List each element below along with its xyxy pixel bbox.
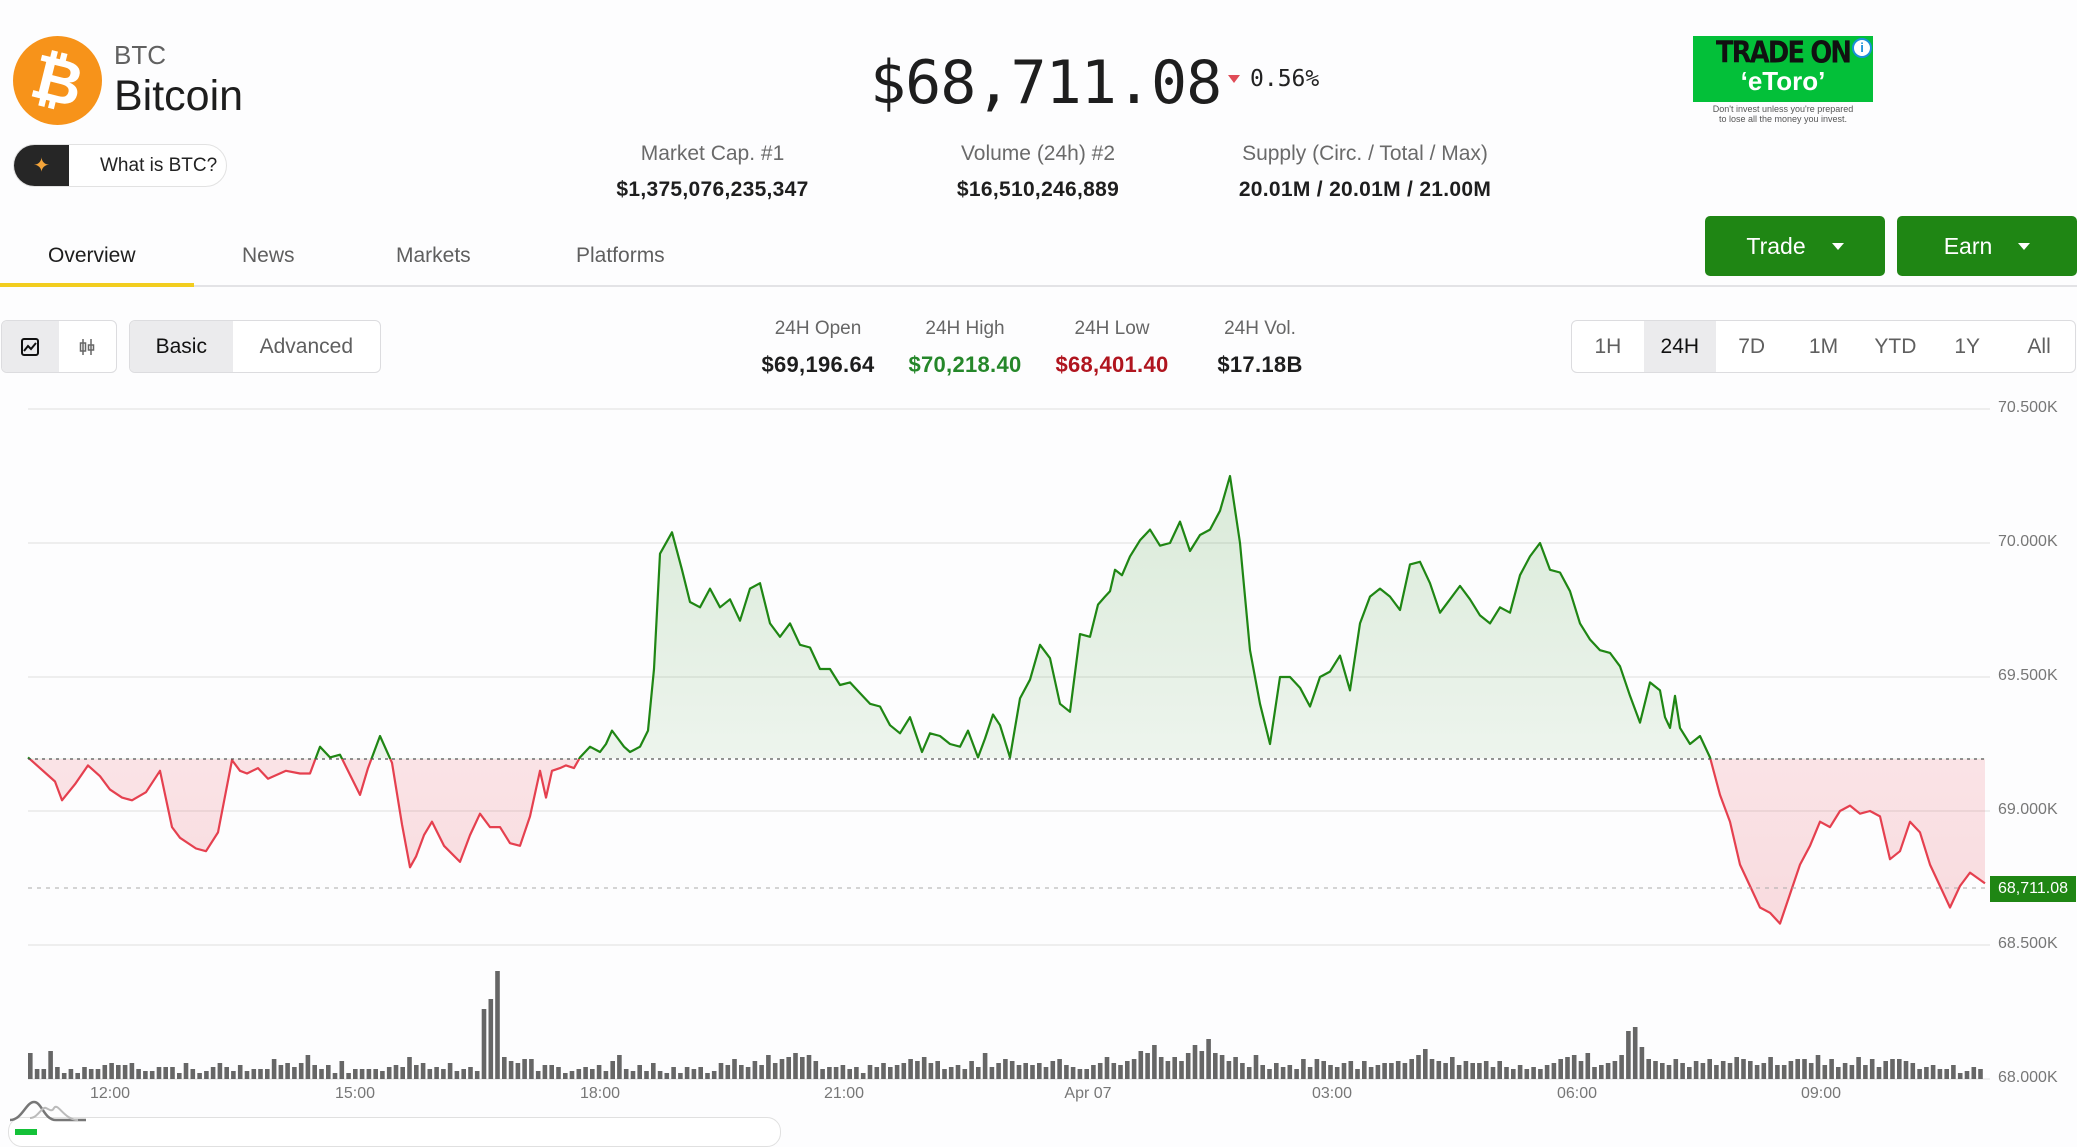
etoro-ad[interactable]: TRADE ON ‘eToro’ i Don't invest unless y… xyxy=(1693,36,1873,126)
ohlc-label: 24H High xyxy=(925,318,1005,339)
mini-chart-icon xyxy=(9,1100,86,1122)
tab-overview[interactable]: Overview xyxy=(48,244,136,267)
tab-platforms[interactable]: Platforms xyxy=(576,244,665,267)
trade-button[interactable]: Trade xyxy=(1705,216,1885,276)
current-price: $68,711.08 xyxy=(870,48,1222,118)
x-tick: 15:00 xyxy=(334,1085,376,1102)
y-tick: 70.000K xyxy=(1998,533,2058,550)
x-tick: 06:00 xyxy=(1556,1085,1598,1102)
price-change: 0.56% xyxy=(1228,66,1319,92)
ad-disclaimer-line: to lose all the money you invest. xyxy=(1718,114,1848,124)
ohlc-value: $70,218.40 xyxy=(908,352,1022,377)
current-price-tag: 68,711.08 xyxy=(1990,876,2076,902)
time-range-selector: 1H 24H 7D 1M YTD 1Y All xyxy=(1571,320,2076,373)
sparkle-icon: ✦ xyxy=(14,145,69,186)
stat-volume: Volume (24h) #2 $16,510,246,889 xyxy=(920,142,1156,202)
ad-disclaimer: Don't invest unless you're prepared to l… xyxy=(1693,104,1873,124)
y-tick: 69.000K xyxy=(1998,801,2058,818)
trade-label: Trade xyxy=(1746,232,1806,259)
y-tick: 68.000K xyxy=(1998,1069,2058,1086)
chevron-down-icon xyxy=(1831,242,1844,250)
what-is-btc-button[interactable]: ✦ What is BTC? xyxy=(13,144,227,187)
x-tick: 21:00 xyxy=(823,1085,865,1102)
coin-name: Bitcoin xyxy=(114,72,244,120)
stat-market-cap: Market Cap. #1 $1,375,076,235,347 xyxy=(590,142,835,202)
active-tab-indicator xyxy=(0,283,194,287)
green-badge xyxy=(15,1129,37,1135)
x-tick: 12:00 xyxy=(89,1085,131,1102)
x-tick: Apr 07 xyxy=(1064,1085,1112,1102)
earn-button[interactable]: Earn xyxy=(1897,216,2077,276)
tab-markets[interactable]: Markets xyxy=(396,244,471,267)
line-chart-icon xyxy=(21,337,40,356)
stat-supply: Supply (Circ. / Total / Max) 20.01M / 20… xyxy=(1215,142,1515,202)
ad-headline: TRADE ON xyxy=(1715,35,1852,71)
x-tick: 09:00 xyxy=(1800,1085,1842,1102)
ohlc-open: 24H Open $69,196.64 xyxy=(748,318,888,378)
range-1m[interactable]: 1M xyxy=(1808,334,1839,358)
ohlc-value: $17.18B xyxy=(1217,352,1303,377)
price-chart[interactable] xyxy=(0,395,2077,1105)
price-change-pct: 0.56% xyxy=(1250,66,1320,92)
chart-mode-toggle: Basic Advanced xyxy=(129,320,381,373)
mode-advanced[interactable]: Advanced xyxy=(259,334,353,358)
x-tick: 18:00 xyxy=(579,1085,621,1102)
stat-label: Supply (Circ. / Total / Max) xyxy=(1242,142,1488,165)
x-tick: 03:00 xyxy=(1311,1085,1353,1102)
ad-disclaimer-line: Don't invest unless you're prepared xyxy=(1712,104,1854,114)
ohlc-label: 24H Low xyxy=(1074,318,1150,339)
mode-basic[interactable]: Basic xyxy=(130,321,233,372)
what-is-btc-label: What is BTC? xyxy=(100,154,218,176)
range-ytd[interactable]: YTD xyxy=(1874,334,1917,358)
ad-info-icon[interactable]: i xyxy=(1852,38,1872,58)
chart-type-toggle xyxy=(1,320,117,373)
range-1y[interactable]: 1Y xyxy=(1954,334,1981,358)
price-area xyxy=(27,474,1986,925)
coin-symbol: BTC xyxy=(114,40,166,70)
range-1h[interactable]: 1H xyxy=(1594,334,1622,358)
stat-value: 20.01M / 20.01M / 21.00M xyxy=(1238,178,1492,201)
range-all[interactable]: All xyxy=(2027,334,2051,358)
ohlc-high: 24H High $70,218.40 xyxy=(895,318,1035,378)
stat-value: $1,375,076,235,347 xyxy=(616,178,809,201)
stat-label: Market Cap. #1 xyxy=(640,142,785,165)
candlestick-button[interactable] xyxy=(59,321,117,372)
earn-label: Earn xyxy=(1943,232,1993,259)
y-tick: 69.500K xyxy=(1998,667,2058,684)
ohlc-low: 24H Low $68,401.40 xyxy=(1042,318,1182,378)
ohlc-label: 24H Open xyxy=(774,318,862,339)
y-tick: 68.500K xyxy=(1998,935,2058,952)
coin-tabs: Overview News Markets Platforms xyxy=(0,240,2077,287)
chart-gridlines xyxy=(28,408,1990,1080)
down-triangle-icon xyxy=(1228,75,1240,83)
range-24h[interactable]: 24H xyxy=(1643,321,1716,372)
candlestick-icon xyxy=(80,338,95,355)
tab-news[interactable]: News xyxy=(242,244,295,267)
ohlc-value: $68,401.40 xyxy=(1055,352,1169,377)
range-7d[interactable]: 7D xyxy=(1738,334,1766,358)
ohlc-label: 24H Vol. xyxy=(1224,318,1296,339)
ohlc-volume: 24H Vol. $17.18B xyxy=(1190,318,1330,378)
volume-bars xyxy=(28,971,1983,1079)
etoro-logo: ‘eToro’ xyxy=(1740,66,1826,96)
line-chart-button[interactable] xyxy=(2,321,59,372)
bottom-card xyxy=(8,1117,781,1147)
stat-label: Volume (24h) #2 xyxy=(960,142,1116,165)
ohlc-value: $69,196.64 xyxy=(761,352,875,377)
stat-value: $16,510,246,889 xyxy=(956,178,1120,201)
y-tick: 70.500K xyxy=(1998,399,2058,416)
chevron-down-icon xyxy=(2018,242,2031,250)
bitcoin-logo-icon: ₿ xyxy=(13,36,102,125)
